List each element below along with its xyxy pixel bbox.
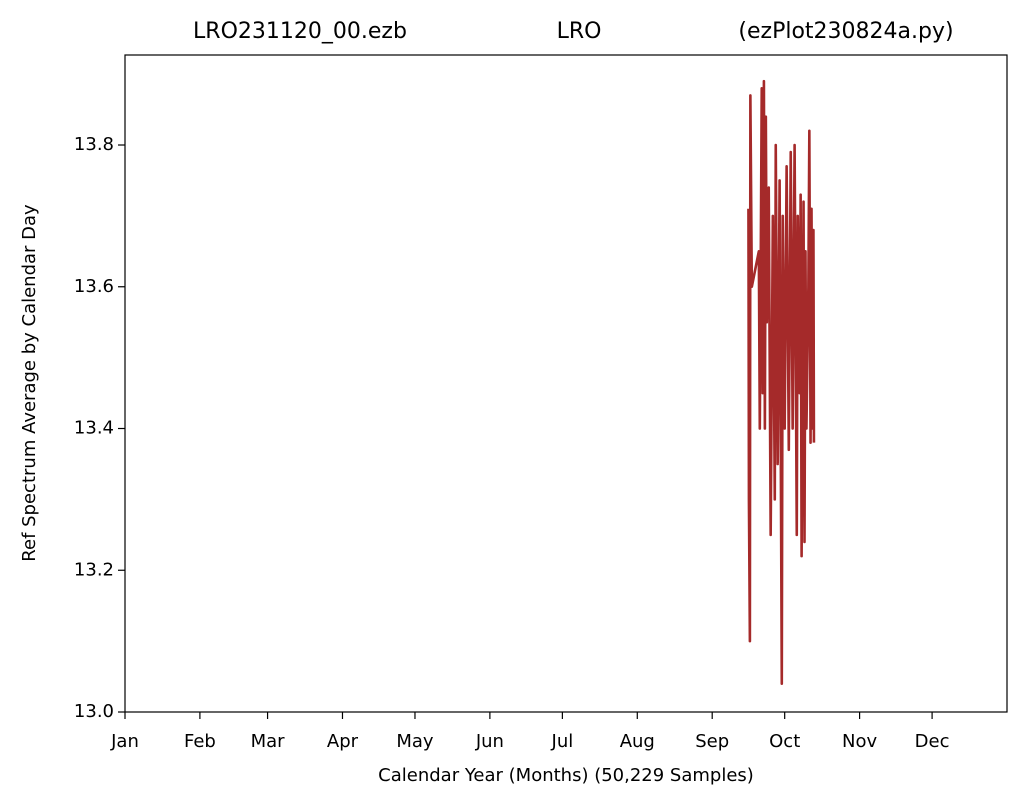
x-tick-label: May [396,731,434,752]
x-tick-label: Aug [620,731,655,752]
x-tick-label: Dec [915,731,950,752]
x-tick-label: Jul [551,731,574,752]
x-tick-label: Oct [769,731,800,752]
y-axis-label: Ref Spectrum Average by Calendar Day [19,204,40,562]
y-tick-label: 13.6 [74,276,114,297]
y-tick-label: 13.8 [74,134,114,155]
data-line [747,79,816,685]
x-tick-label: Nov [842,731,877,752]
title-file: LRO231120_00.ezb [193,19,407,44]
title-station: LRO [557,19,602,44]
plot-frame [124,54,1008,713]
x-tick-label: Feb [184,731,216,752]
x-tick-label: Jun [475,731,504,752]
x-tick-label: Mar [251,731,286,752]
y-tick-label: 13.4 [74,418,114,439]
x-tick-label: Jan [110,731,139,752]
x-axis-label: Calendar Year (Months) (50,229 Samples) [378,765,754,786]
y-tick-label: 13.2 [74,559,114,580]
title-script: (ezPlot230824a.py) [738,19,953,44]
x-tick-label: Sep [695,731,729,752]
x-tick-label: Apr [327,731,359,752]
y-tick-label: 13.0 [74,701,114,722]
